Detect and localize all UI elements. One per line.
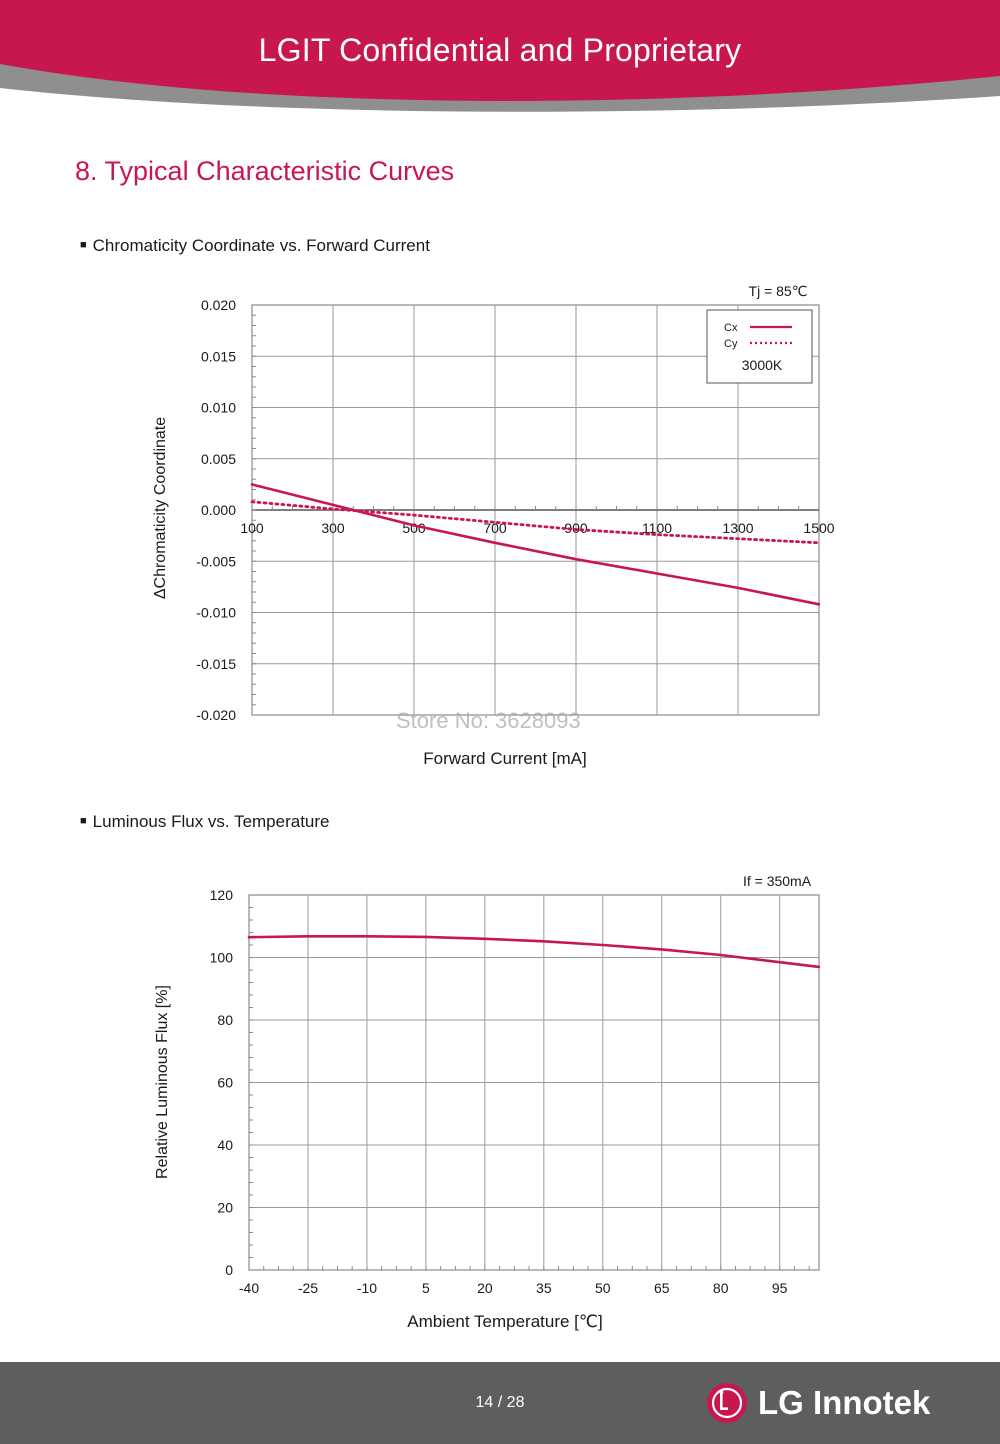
x-tick-label: 1300 [722,520,753,536]
x-tick-label: 1100 [642,520,672,536]
chart2-x-ticks: -40 -25 -10 5 20 35 50 65 80 95 [239,1280,788,1296]
y-tick-label: 0 [225,1262,233,1278]
page-number: 14 / 28 [475,1394,525,1411]
y-tick-label: -0.010 [196,605,236,621]
header-banner: LGIT Confidential and Proprietary [0,0,1000,112]
series-line-cy [250,500,821,545]
chart2-series [247,934,821,969]
x-tick-label: 50 [595,1280,611,1296]
x-tick-label: 100 [240,520,264,536]
series-line-cx [250,483,821,606]
header-swoosh [0,0,1000,112]
y-tick-label: 40 [217,1137,233,1153]
bullet-icon: ■ [80,239,87,251]
chart1-heading: ■ Chromaticity Coordinate vs. Forward Cur… [80,236,430,256]
chart1-legend-label-cy: Cy [724,338,738,350]
chart1-y-ticks: 0.020 0.015 0.010 0.005 0.000 -0.005 -0.010 -0.… [196,297,236,723]
chart1-legend-box [706,309,813,384]
chart1-legend-note: 3000K [742,357,783,373]
y-tick-label: -0.005 [196,553,236,569]
y-tick-label: 0.015 [201,348,236,364]
y-tick-label: 20 [217,1200,233,1216]
bullet-icon: ■ [80,815,87,827]
brand-name: LG Innotek [758,1384,931,1421]
y-tick-label: 100 [210,950,234,966]
x-tick-label: -25 [298,1280,318,1296]
x-tick-label: 20 [477,1280,493,1296]
y-tick-label: 0.005 [201,451,236,467]
x-tick-label: -10 [357,1280,377,1296]
chart1-condition: Tj = 85℃ [749,283,808,299]
y-tick-label: 0.000 [201,502,236,518]
chart1-chromaticity: 0.020 0.015 0.010 0.005 0.000 -0.005 -0.010 -0.… [152,283,835,768]
x-tick-label: 300 [321,520,345,536]
x-tick-label: 700 [483,520,507,536]
y-tick-label: 120 [210,887,234,903]
chart2-grid [248,894,820,1271]
chart1-legend: Cx Cy 3000K [706,309,813,384]
y-tick-label: 0.010 [201,400,236,416]
section-title: 8. Typical Characteristic Curves [75,156,455,186]
chart2-y-ticks: 120 100 80 60 40 20 0 [210,887,234,1278]
chart1-series [250,483,821,606]
lg-logo-icon [707,1383,747,1423]
y-tick-label: 80 [217,1012,233,1028]
chart1-title: Chromaticity Coordinate vs. Forward Curr… [92,236,430,255]
x-tick-label: 1500 [803,520,834,536]
chart1-x-axis-label: Forward Current [mA] [423,749,586,768]
chart2-x-axis-label: Ambient Temperature [℃] [407,1312,602,1331]
x-tick-label: -40 [239,1280,259,1296]
chart1-legend-label-cx: Cx [724,322,738,334]
chart2-condition: If = 350mA [743,873,812,889]
chart2-title: Luminous Flux vs. Temperature [92,812,330,831]
chart2-luminous-flux: 120 100 80 60 40 20 0 -40 -25 -10 5 20 35 50 65 80 95 I… [154,873,821,1331]
series-line-1 [247,934,821,969]
x-tick-label: 900 [564,520,588,536]
y-tick-label: -0.020 [196,707,236,723]
y-tick-label: -0.015 [196,656,236,672]
y-tick-label: 0.020 [201,297,236,313]
x-tick-label: 35 [536,1280,552,1296]
chart2-heading: ■ Luminous Flux vs. Temperature [80,812,330,832]
watermark: Store No: 3628093 [396,708,581,733]
x-tick-label: 5 [422,1280,430,1296]
y-tick-label: 60 [217,1075,233,1091]
x-tick-label: 65 [654,1280,670,1296]
chart1-y-axis-label: ΔChromaticity Coordinate [152,417,169,599]
chart2-y-axis-label: Relative Luminous Flux [%] [154,985,171,1179]
footer-bar: 14 / 28 LG Innotek [0,1362,1000,1444]
x-tick-label: 80 [713,1280,729,1296]
x-tick-label: 95 [772,1280,788,1296]
chart1-x-ticks: 100 300 500 700 900 1100 1300 1500 [240,520,834,536]
header-title: LGIT Confidential and Proprietary [258,32,742,68]
